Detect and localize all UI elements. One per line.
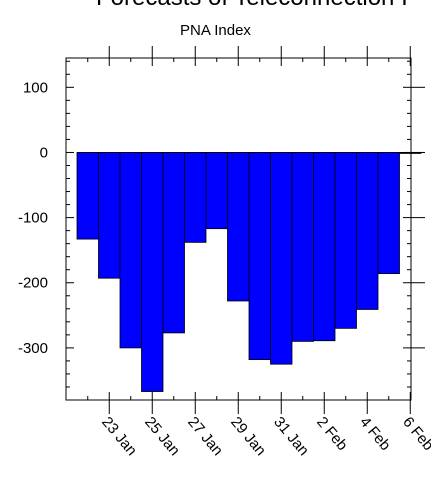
x-tick-label: 31 Jan: [270, 414, 312, 459]
bar-29-jan: [227, 152, 250, 302]
bar-4-feb: [356, 152, 379, 310]
y-tick-label: -200: [18, 275, 48, 292]
bar-26-jan: [162, 152, 185, 334]
x-tick-label: 6 Feb: [399, 414, 431, 454]
bar-27-jan: [184, 152, 207, 243]
bar-28-jan: [205, 152, 228, 230]
bar-24-jan: [119, 152, 142, 349]
bar-31-jan: [270, 152, 293, 365]
x-tick-label: 23 Jan: [98, 414, 140, 459]
y-tick-labels: 100 0 -100 -200 -300: [18, 79, 48, 357]
x-tick-label: 25 Jan: [141, 414, 183, 459]
x-tick-label: 2 Feb: [313, 414, 351, 454]
bar-23-jan: [98, 152, 121, 279]
x-tick-label: 29 Jan: [227, 414, 269, 459]
ticks-group: [66, 46, 425, 414]
figure-header: Forecasts of Teleconnection I: [96, 0, 408, 12]
bar-22-jan: [76, 152, 99, 240]
chart-title: PNA Index: [180, 22, 251, 39]
plot-frame: [65, 57, 412, 401]
bar-2-feb: [313, 152, 336, 342]
x-tick-labels: 23 Jan 25 Jan 27 Jan 29 Jan 31 Jan 2 Feb 4 Feb…: [98, 414, 431, 459]
x-tick-label: 27 Jan: [184, 414, 226, 459]
bars-group: [76, 152, 422, 392]
bar-3-feb: [334, 152, 357, 329]
y-tick-label: -300: [18, 340, 48, 357]
x-tick-label: 4 Feb: [356, 414, 394, 454]
y-tick-label: 0: [40, 144, 48, 161]
bar-25-jan: [141, 152, 164, 392]
y-tick-label: -100: [18, 210, 48, 227]
bar-30-jan: [248, 152, 271, 361]
bar-5-feb: [377, 152, 400, 275]
y-tick-label: 100: [23, 79, 48, 96]
bar-1-feb: [291, 152, 314, 342]
